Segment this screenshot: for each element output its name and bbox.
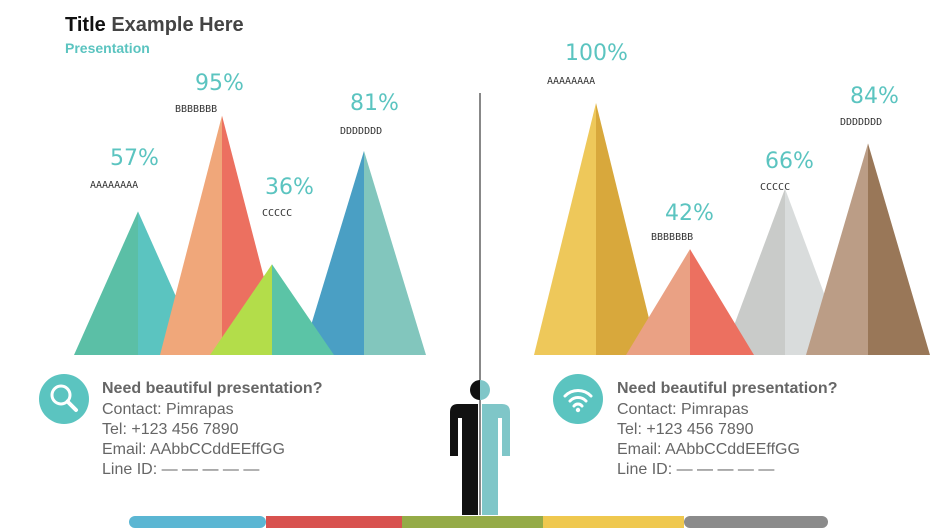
contact-line-id: Line ID: — — — — — <box>617 461 775 478</box>
person-head-right <box>480 380 490 400</box>
category-label: DDDDDDD <box>340 126 382 137</box>
value-label: 100% <box>565 41 628 66</box>
contact-email: Email: AAbbCCddEEffGG <box>102 441 285 458</box>
value-label: 84% <box>850 84 899 109</box>
value-label: 95% <box>195 71 244 96</box>
contact-name: Contact: Pimrapas <box>617 401 749 418</box>
title-rest: Example Here <box>111 14 244 36</box>
bottom-bar-segment <box>129 516 266 528</box>
wifi-icon <box>553 374 603 424</box>
contact-line-id: Line ID: — — — — — <box>102 461 260 478</box>
category-label: BBBBBBB <box>651 232 693 243</box>
contact-name: Contact: Pimrapas <box>102 401 234 418</box>
page-title: Title Example Here <box>65 14 244 37</box>
contact-heading: Need beautiful presentation? <box>617 380 838 397</box>
bottom-bar-segment <box>543 516 684 528</box>
bottom-bar-segment <box>684 516 828 528</box>
triangle-left-face <box>160 115 222 355</box>
triangle-left-face <box>534 103 596 355</box>
triangle-left-face <box>806 143 868 355</box>
value-label: 57% <box>110 146 159 171</box>
value-label: 81% <box>350 91 399 116</box>
triangle-left-face <box>302 150 364 355</box>
category-label: CCCCC <box>760 182 790 193</box>
category-label: BBBBBBB <box>175 104 217 115</box>
triangle-right-face <box>364 150 426 355</box>
contact-block-right: Need beautiful presentation? Contact: Pi… <box>617 380 917 480</box>
search-icon <box>39 374 89 424</box>
category-label: AAAAAAAA <box>90 180 138 191</box>
person-head-left <box>470 380 480 400</box>
value-label: 36% <box>265 175 314 200</box>
triangle-left-face <box>723 188 785 355</box>
contact-tel: Tel: +123 456 7890 <box>617 421 754 438</box>
page-subtitle: Presentation <box>65 40 150 56</box>
category-label: CCCCC <box>262 208 292 219</box>
triangle-right-face <box>785 188 847 355</box>
title-bold: Title <box>65 14 106 36</box>
triangle-right-face <box>596 103 658 355</box>
value-label: 66% <box>765 149 814 174</box>
category-label: DDDDDDD <box>840 117 882 128</box>
person-body-right <box>480 404 510 515</box>
triangle-left-face <box>74 211 138 355</box>
person-body-left <box>450 404 480 515</box>
triangle-left-face <box>210 264 272 355</box>
bottom-bar-segment <box>266 516 402 528</box>
triangle-right-face <box>272 264 334 355</box>
contact-block-left: Need beautiful presentation? Contact: Pi… <box>102 380 402 480</box>
bottom-bar-segment <box>402 516 543 528</box>
triangle-left-face <box>626 249 690 355</box>
contact-tel: Tel: +123 456 7890 <box>102 421 239 438</box>
contact-heading: Need beautiful presentation? <box>102 380 323 397</box>
category-label: AAAAAAAA <box>547 76 595 87</box>
triangle-right-face <box>690 249 754 355</box>
value-label: 42% <box>665 201 714 226</box>
triangle-right-face <box>868 143 930 355</box>
contact-email: Email: AAbbCCddEEffGG <box>617 441 800 458</box>
